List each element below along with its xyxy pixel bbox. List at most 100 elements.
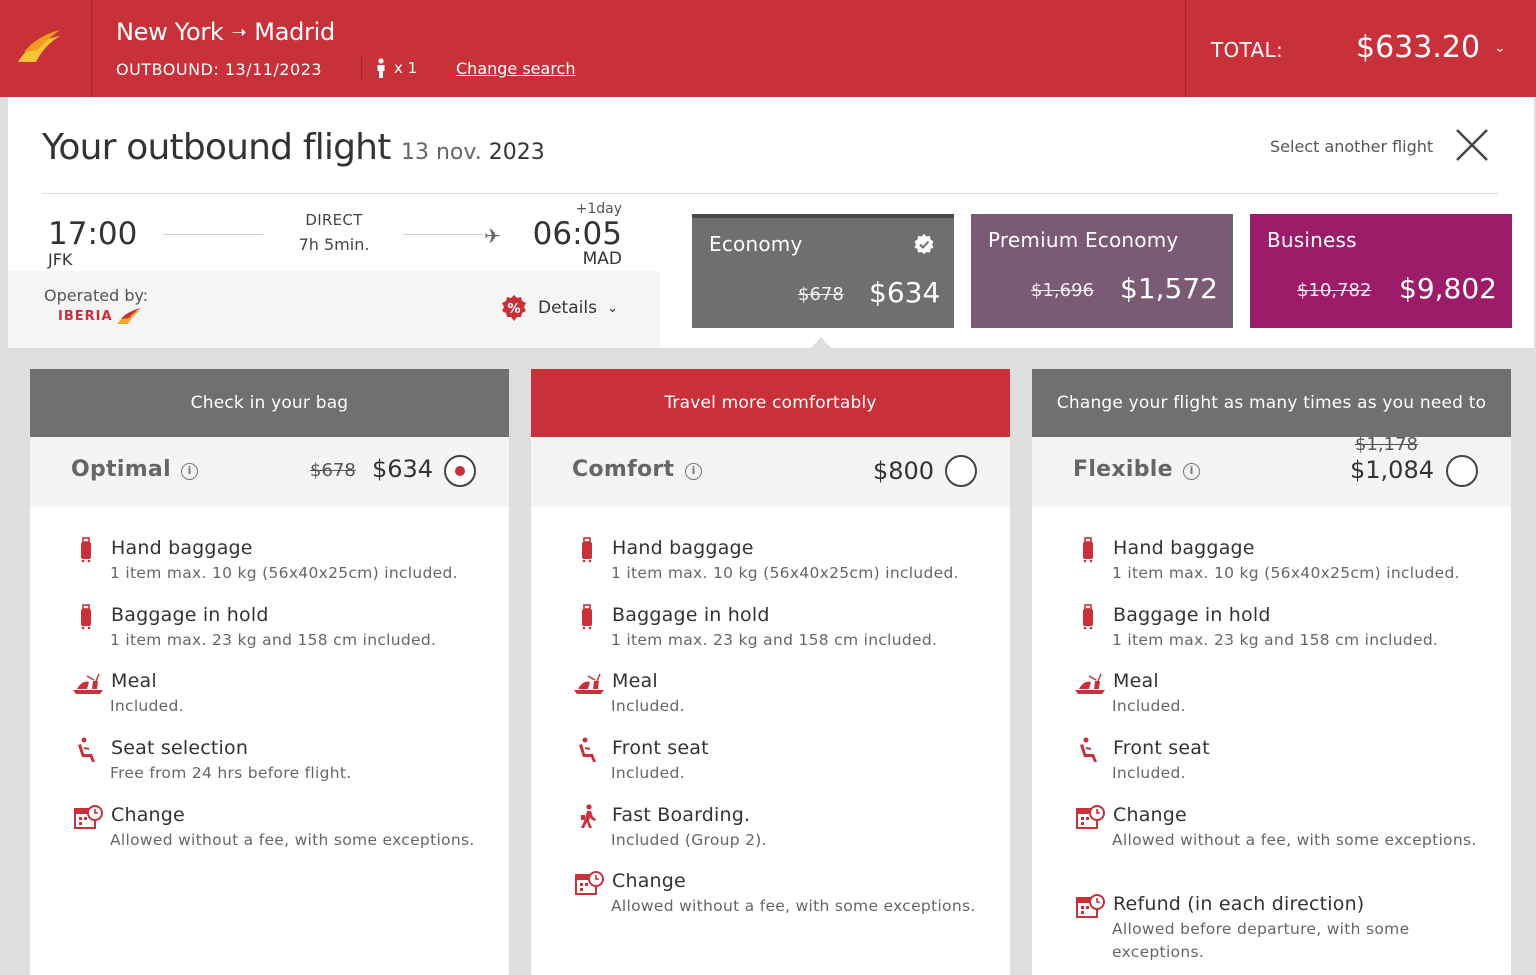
iberia-logo-icon [18, 30, 60, 62]
feature-title: Meal [612, 670, 658, 692]
fare-card-comfort[interactable]: Travel more comfortably Comfort i $800 H… [531, 369, 1010, 975]
check-badge-icon [914, 234, 934, 254]
outbound-date: OUTBOUND: 13/11/2023 [116, 60, 323, 79]
flight-panel: Your outbound flight 13 nov. 2023 Select… [8, 97, 1534, 348]
card-summary: Flexible i $1,178 $1,084 [1032, 434, 1511, 507]
fare-radio-selected[interactable] [444, 455, 476, 487]
operated-by-label: Operated by: [44, 286, 149, 305]
fare-card-optimal[interactable]: Check in your bag Optimal i $678 $634 Ha… [30, 369, 509, 975]
fare-price: $9,802 [1399, 272, 1497, 305]
logo-box[interactable] [0, 0, 92, 97]
fare-tab-economy[interactable]: Economy $678 $634 [692, 214, 954, 328]
fare-price: $1,572 [1120, 272, 1218, 305]
feature-title: Hand baggage [1113, 537, 1255, 559]
seat-icon [579, 737, 596, 762]
feature-description: Included. [1112, 697, 1186, 715]
feature-description: Included (Group 2). [611, 831, 767, 849]
feature-title: Hand baggage [111, 537, 253, 559]
fare-radio[interactable] [945, 455, 977, 487]
fare-price: $634 [869, 276, 941, 309]
fare-radio[interactable] [1446, 455, 1478, 487]
flight-date-year: 2023 [488, 140, 545, 165]
chevron-down-icon: ⌄ [606, 300, 618, 316]
passenger-count-label: x 1 [394, 59, 418, 77]
fare-old-price: $10,782 [1297, 280, 1372, 301]
calendar-clock-icon [74, 805, 103, 829]
person-icon [377, 58, 385, 78]
fare-name: Economy [709, 232, 803, 256]
close-icon[interactable] [1454, 127, 1490, 163]
info-icon[interactable]: i [685, 463, 702, 480]
feature-description: 1 item max. 10 kg (56x40x25cm) included. [611, 564, 959, 582]
flight-date: 13 nov. 2023 [401, 140, 545, 165]
seat-icon [78, 737, 95, 762]
arrival-time: 06:05 [532, 216, 622, 252]
iberia-wing-icon [116, 308, 141, 324]
calendar-clock-icon [1076, 894, 1105, 918]
fare-name: Premium Economy [988, 228, 1179, 252]
stops-label: DIRECT [305, 211, 363, 229]
top-bar: New York ➝ Madrid OUTBOUND: 13/11/2023 x 1… [0, 0, 1536, 97]
divider [361, 55, 362, 81]
fare-tab-business[interactable]: Business $10,782 $9,802 [1250, 214, 1512, 328]
calendar-clock-icon [575, 871, 604, 895]
card-headline: Travel more comfortably [531, 369, 1010, 437]
card-summary: Comfort i $800 [531, 437, 1010, 507]
card-price: $800 [873, 457, 935, 485]
feature-description: Allowed without a fee, with some excepti… [110, 831, 475, 849]
suitcase-icon [582, 604, 592, 630]
feature-title: Meal [1113, 670, 1159, 692]
operator-name: IBERIA [58, 308, 113, 324]
feature-title: Meal [111, 670, 157, 692]
selected-pointer [811, 337, 831, 348]
change-search-link[interactable]: Change search [456, 59, 576, 78]
seat-icon [1080, 737, 1097, 762]
details-toggle[interactable]: % Details ⌄ [500, 294, 618, 322]
operator-logo: IBERIA [58, 307, 142, 325]
route-line [403, 234, 483, 235]
feature-title: Change [111, 804, 185, 826]
feature-description: Included. [611, 764, 685, 782]
feature-description: Free from 24 hrs before flight. [110, 764, 352, 782]
card-old-price: $1,178 [1355, 434, 1418, 455]
feature-title: Hand baggage [612, 537, 754, 559]
fare-name: Business [1267, 228, 1357, 252]
route-title: New York ➝ Madrid [116, 18, 335, 46]
destination-city: Madrid [254, 18, 335, 46]
feature-title: Refund (in each direction) [1113, 893, 1365, 915]
svg-text:%: % [507, 302, 520, 317]
fare-old-price: $1,696 [1031, 280, 1094, 301]
feature-description: Included. [110, 697, 184, 715]
fare-tab-premium-economy[interactable]: Premium Economy $1,696 $1,572 [971, 214, 1233, 328]
chevron-down-icon[interactable]: ⌄ [1494, 40, 1506, 56]
departure-time: 17:00 [48, 216, 138, 252]
suitcase-icon [582, 537, 592, 563]
fare-card-flexible[interactable]: Change your flight as many times as you … [1032, 369, 1511, 975]
card-headline: Change your flight as many times as you … [1032, 369, 1511, 437]
info-icon[interactable]: i [1183, 463, 1200, 480]
passenger-count: x 1 [376, 58, 417, 78]
info-icon[interactable]: i [181, 463, 198, 480]
meal-tray-icon [73, 673, 103, 694]
airplane-icon: ✈ [484, 224, 501, 248]
divider [42, 193, 1498, 194]
card-price: $1,084 [1350, 456, 1434, 484]
fare-old-price: $678 [798, 284, 844, 305]
page-title: Your outbound flight [42, 127, 391, 168]
feature-description: Included. [611, 697, 685, 715]
meal-tray-icon [574, 673, 604, 694]
discount-badge-icon: % [502, 295, 526, 321]
suitcase-icon [1083, 604, 1093, 630]
total-value: $633.20 [1356, 30, 1481, 65]
total-box[interactable]: TOTAL: $633.20 ⌄ [1185, 0, 1536, 97]
card-fare-name: Optimal [71, 457, 171, 482]
card-old-price: $678 [310, 460, 356, 481]
departure-airport: JFK [48, 250, 73, 269]
feature-description: 1 item max. 23 kg and 158 cm included. [611, 631, 938, 649]
arrival-airport: MAD [582, 249, 622, 269]
plus-day-label: +1day [575, 201, 622, 217]
select-another-flight-link[interactable]: Select another flight [1270, 137, 1434, 156]
suitcase-icon [1083, 537, 1093, 563]
feature-title: Baggage in hold [612, 604, 770, 626]
suitcase-icon [81, 604, 91, 630]
